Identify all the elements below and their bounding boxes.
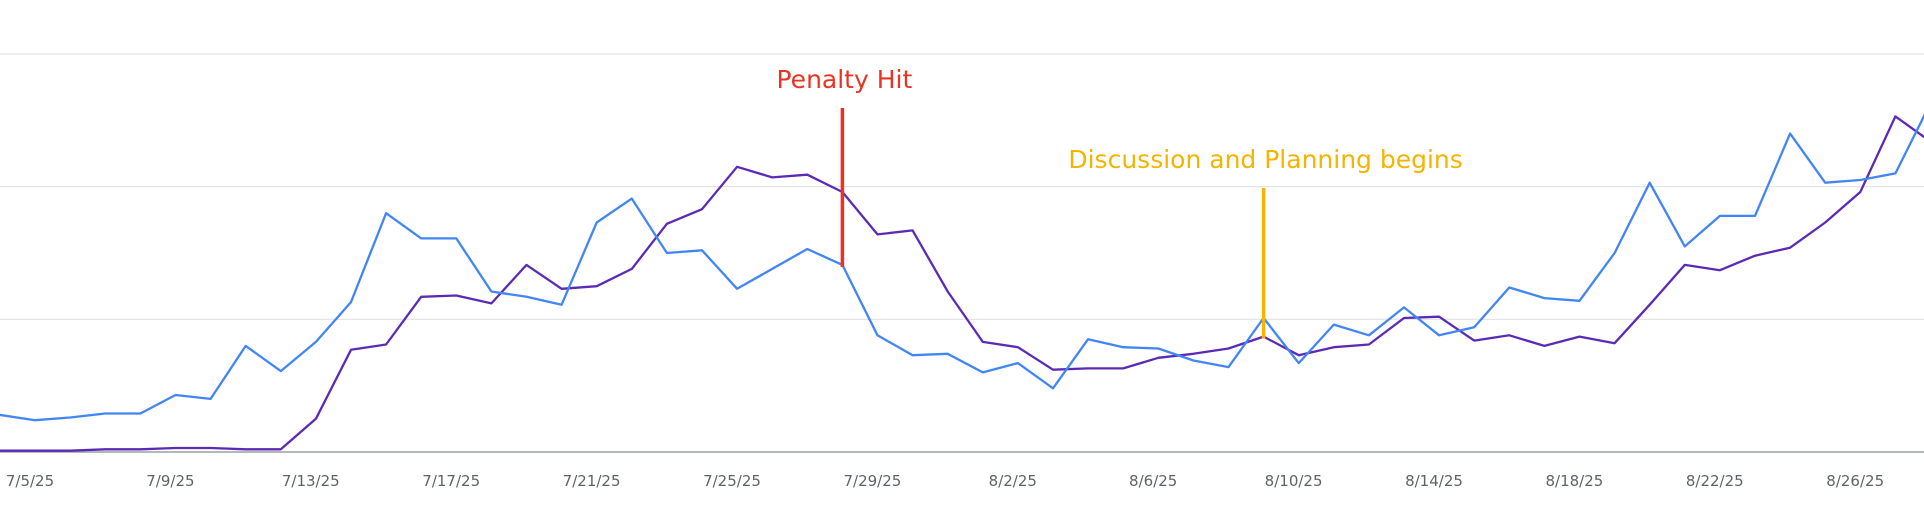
annotation-layer: Penalty Hit Discussion and Planning begin… [777,65,1463,339]
x-tick-label: 8/14/25 [1405,472,1463,490]
x-tick-label: 7/5/25 [6,472,54,490]
x-tick-label: 7/29/25 [843,472,901,490]
x-axis-ticks: 7/5/25 7/9/25 7/13/25 7/17/25 7/21/25 7/25/25… [6,472,1884,490]
series-line-1 [0,115,1924,452]
series-layer [0,113,1924,452]
x-tick-label: 8/2/25 [989,472,1037,490]
grid-layer [0,53,1924,453]
annotation-label-1: Penalty Hit [777,65,913,94]
series-line-2 [0,113,1924,422]
x-tick-label: 7/25/25 [703,472,761,490]
x-tick-label: 7/17/25 [422,472,480,490]
annotation-label-2: Discussion and Planning begins [1068,145,1462,174]
x-tick-label: 8/22/25 [1686,472,1744,490]
x-tick-label: 8/26/25 [1826,472,1884,490]
x-tick-label: 7/21/25 [563,472,621,490]
x-tick-label: 7/13/25 [282,472,340,490]
x-tick-label: 8/18/25 [1545,472,1603,490]
x-tick-label: 8/6/25 [1129,472,1177,490]
x-tick-label: 8/10/25 [1265,472,1323,490]
x-tick-label: 7/9/25 [146,472,194,490]
